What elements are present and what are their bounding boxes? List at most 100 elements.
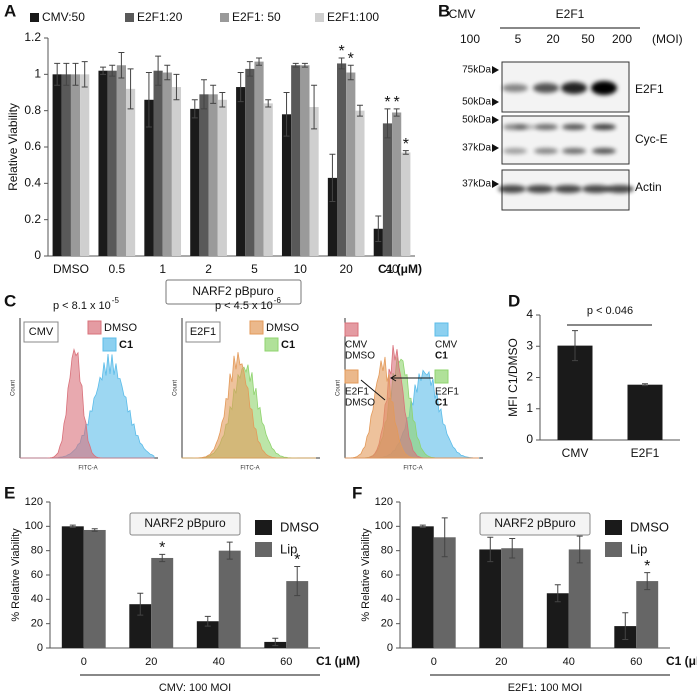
legend-swatch (434, 369, 449, 384)
legend-label: DMSO (104, 322, 137, 334)
x-tick-label: 0.5 (108, 262, 125, 276)
y-tick-label: 100 (375, 520, 393, 532)
x-tick-label: 5 (251, 262, 258, 276)
histogram (344, 356, 479, 459)
bar (208, 94, 218, 256)
band (591, 81, 617, 95)
error-bar (375, 215, 382, 242)
bar (236, 87, 246, 256)
error-bar (191, 99, 198, 119)
panel-label: C (4, 291, 16, 310)
bar (153, 70, 163, 256)
y-axis-label: % Relative Viability (360, 528, 372, 622)
x-tick-label: 10 (294, 262, 308, 276)
p-value: p < 4.5 x 10 (215, 300, 273, 312)
y-tick-label: 0 (37, 642, 43, 654)
x-tick-label: 40 (385, 262, 399, 276)
error-bar (226, 541, 233, 560)
error-bar (54, 62, 61, 86)
error-bar (173, 73, 180, 101)
kda-arrow (492, 98, 499, 106)
box-label: NARF2 pBpuro (144, 516, 226, 530)
error-bar (210, 84, 217, 104)
bar (309, 107, 319, 257)
box-label: NARF2 pBpuro (494, 516, 576, 530)
band (606, 185, 634, 193)
flow-x-label: FITC-A (240, 466, 259, 472)
legend-label: DMSO (345, 351, 375, 362)
y-tick-label: 20 (381, 618, 393, 630)
significance-marker: * (644, 558, 650, 575)
moi-label: 100 (460, 32, 480, 46)
error-bar (204, 615, 211, 627)
legend-swatch (125, 13, 134, 22)
group-label: E2F1 (556, 7, 585, 21)
y-tick-label: 120 (25, 496, 43, 508)
panel-label: F (352, 483, 362, 502)
error-bar (644, 572, 651, 591)
kda-arrow (492, 66, 499, 74)
y-tick-label: 0 (387, 642, 393, 654)
x-tick-label: 0 (81, 656, 87, 668)
y-tick-label: 60 (31, 569, 43, 581)
error-bar (301, 62, 308, 68)
error-bar (393, 108, 400, 117)
y-tick-label: 0.4 (24, 176, 41, 190)
bar (116, 65, 126, 256)
bar (98, 70, 108, 256)
significance-marker: * (403, 136, 409, 153)
band (554, 185, 582, 193)
error-bar (137, 592, 144, 616)
y-tick-label: 60 (381, 569, 393, 581)
legend-label: DMSO (630, 519, 669, 534)
y-tick-label: 0.6 (24, 139, 41, 153)
bar (151, 557, 174, 648)
legend-swatch (605, 520, 622, 535)
bar (291, 65, 301, 256)
band (498, 185, 526, 193)
y-tick-label: 20 (31, 618, 43, 630)
protein-label: E2F1 (635, 82, 664, 96)
bar (61, 526, 84, 648)
legend-label: E2F1 (190, 326, 216, 338)
bar (546, 593, 569, 648)
box-label: NARF2 pBpuro (192, 284, 274, 298)
bar (61, 74, 71, 256)
error-bar (402, 150, 409, 155)
y-tick-label: 120 (375, 496, 393, 508)
bar (501, 548, 524, 648)
y-tick-label: 1 (34, 67, 41, 81)
legend-swatch (315, 13, 324, 22)
y-tick-label: 40 (31, 593, 43, 605)
protein-label: Actin (635, 180, 662, 194)
legend-label: Lip (630, 541, 647, 556)
significance-marker: * (227, 527, 233, 544)
moi-label: 200 (612, 32, 632, 46)
error-bar (338, 57, 345, 70)
legend-swatch (249, 320, 264, 335)
error-bar (118, 52, 125, 79)
bar (401, 152, 411, 256)
error-bar (487, 536, 494, 563)
band (561, 82, 587, 94)
significance-marker: * (394, 94, 400, 111)
kda-arrow (492, 116, 499, 124)
legend-label: C1 (119, 339, 133, 351)
band (534, 148, 558, 154)
error-bar (127, 68, 134, 110)
error-bar (642, 383, 648, 387)
footer: CMV: 100 MOI (159, 682, 231, 694)
y-tick-label: 100 (25, 520, 43, 532)
legend-label: CMV:50 (42, 10, 85, 24)
error-bar (63, 62, 70, 86)
bar (286, 581, 309, 648)
band (503, 148, 527, 154)
bar (125, 88, 136, 256)
error-bar (256, 57, 263, 66)
bar (411, 526, 434, 648)
legend-swatch (220, 13, 229, 22)
moi-unit: (MOI) (652, 32, 683, 46)
y-tick-label: 0.8 (24, 103, 41, 117)
bar (433, 537, 456, 648)
band (562, 124, 586, 130)
